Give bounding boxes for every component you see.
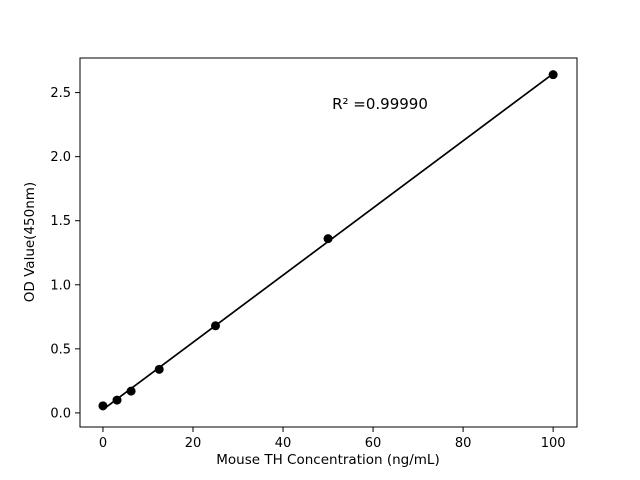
r-squared-annotation: R² =0.99990 bbox=[332, 95, 428, 113]
x-axis-ticks: 0 20 40 60 80 100 bbox=[99, 427, 566, 451]
y-axis-label: OD Value(450nm) bbox=[22, 182, 38, 302]
x-axis-label: Mouse TH Concentration (ng/mL) bbox=[216, 452, 439, 468]
data-point bbox=[112, 395, 122, 405]
data-point bbox=[126, 386, 136, 396]
y-tick-label: 1.5 bbox=[50, 214, 71, 229]
x-tick-label: 60 bbox=[365, 436, 382, 451]
data-point bbox=[323, 234, 333, 244]
y-tick-label: 1.0 bbox=[50, 278, 71, 293]
y-axis-ticks: 0.0 0.5 1.0 1.5 2.0 2.5 bbox=[50, 86, 80, 421]
data-point bbox=[548, 70, 558, 80]
y-tick-label: 2.5 bbox=[50, 86, 71, 101]
x-tick-label: 20 bbox=[185, 436, 202, 451]
data-point bbox=[211, 321, 221, 331]
y-tick-label: 0.5 bbox=[50, 342, 71, 357]
data-series bbox=[98, 70, 558, 411]
x-tick-label: 40 bbox=[275, 436, 292, 451]
data-point bbox=[154, 364, 164, 374]
x-tick-label: 100 bbox=[541, 436, 566, 451]
data-point bbox=[98, 401, 108, 411]
x-tick-label: 80 bbox=[455, 436, 472, 451]
y-tick-label: 0.0 bbox=[50, 406, 71, 421]
y-tick-label: 2.0 bbox=[50, 150, 71, 165]
x-tick-label: 0 bbox=[99, 436, 107, 451]
plot-area-frame bbox=[79, 57, 578, 428]
